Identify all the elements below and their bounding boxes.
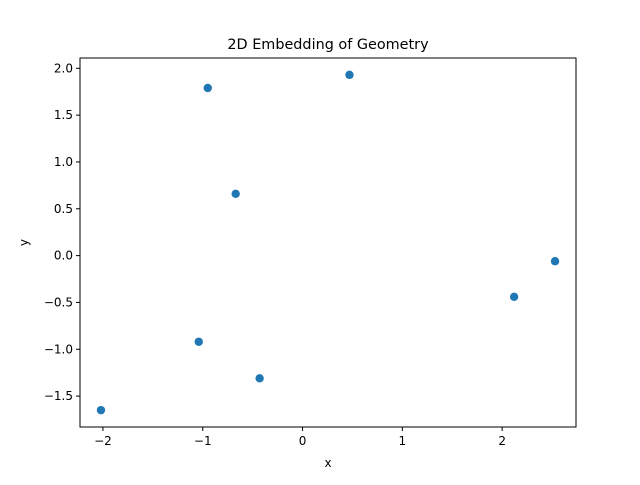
data-point-1 [96,405,106,415]
y-tick-label: −0.5 [44,295,73,309]
y-tick-label: 1.5 [54,108,73,122]
x-axis-label: x [324,456,331,470]
data-point-3 [255,374,264,383]
data-point-5 [203,83,212,93]
y-ticks: −1.5 −1.0 −0.5 0.0 0.5 1.0 1.5 2.0 [44,61,80,403]
y-axis-label: y [17,239,31,246]
data-point-2 [194,337,203,346]
y-tick-label: 0.0 [54,249,73,263]
y-tick-label: 0.5 [54,202,73,216]
y-tick-label: −1.0 [44,342,73,356]
x-tick-label: 1 [399,434,407,448]
data-point-8 [550,257,560,266]
data-point-6 [345,70,354,80]
y-tick-label: 2.0 [54,61,73,75]
data-point-4 [231,189,240,198]
y-tick-label: 1.0 [54,155,73,169]
x-tick-label: −1 [194,434,212,448]
plot-frame [79,57,577,428]
x-tick-label: −2 [94,434,112,448]
data-point-7 [509,292,519,302]
points-layer [96,70,560,415]
x-tick-label: 0 [299,434,307,448]
chart-title: 2D Embedding of Geometry [227,37,429,53]
x-ticks: −2 −1 0 1 2 [94,427,506,448]
y-tick-label: −1.5 [44,389,73,403]
x-tick-label: 2 [498,434,506,448]
